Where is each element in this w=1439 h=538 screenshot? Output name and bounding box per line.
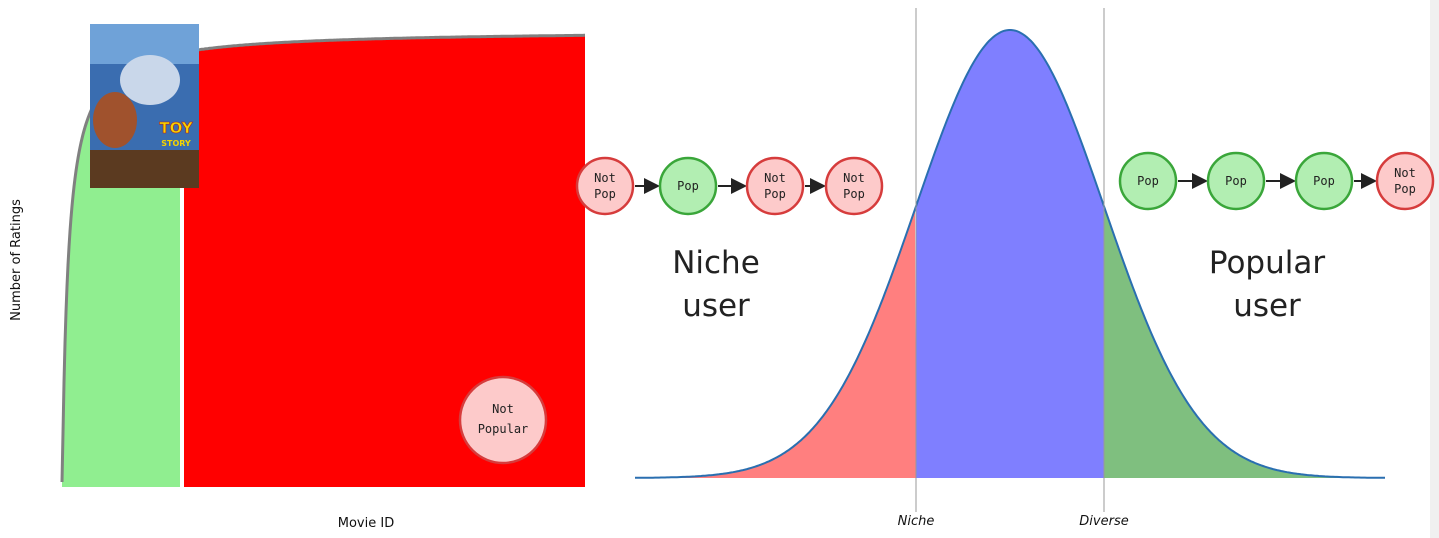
group-label: Niche [672,245,760,281]
sequence-node [745,156,805,216]
scrollbar [1430,0,1439,538]
node-label: Pop [764,187,786,201]
node-label: Not [843,171,865,185]
x-tick-label: Diverse [1079,514,1128,529]
sequence-node [824,156,884,216]
sequence-node [1206,151,1266,211]
node-label: Pop [1137,174,1159,188]
badge-label: Popular [478,422,529,436]
sequence-node [575,156,635,216]
group-label: user [682,288,750,324]
node-label: Pop [1313,174,1335,188]
node-label: Pop [1394,182,1416,196]
badge-label: Not [492,402,514,416]
diverse-area [1104,206,1385,479]
sequence-node [1375,151,1435,211]
node-label: Pop [594,187,616,201]
node-label: Pop [677,179,699,193]
bell-curve [635,29,1385,479]
node-label: Pop [843,187,865,201]
niche-area [635,209,916,478]
poster-title: TOY [159,119,193,137]
node-label: Not [764,171,786,185]
y-axis-label: Number of Ratings [9,199,24,321]
node-label: Not [1394,166,1416,180]
group-label: Popular [1209,245,1325,281]
x-tick-label: Niche [898,514,935,529]
poster: TOY STORY [90,24,199,188]
tail-area [184,35,585,488]
sequence-node [1118,151,1178,211]
poster-title: STORY [161,139,191,148]
sequences: Not Pop Pop Not Pop Not Pop Pop Pop Pop Not Pop [575,151,1435,216]
badge [458,375,548,465]
middle-area [916,30,1104,478]
long-tail-plot: Number of Ratings Movie ID TOY STORY Not… [9,24,585,531]
node-label: Pop [1225,174,1247,188]
sequence-node [658,156,718,216]
sequence-node [1294,151,1354,211]
x-axis-label: Movie ID [338,516,394,531]
node-label: Not [594,171,616,185]
bell-curve-plot: Niche Diverse Niche user Popular user [635,8,1385,529]
group-label: user [1233,288,1301,324]
